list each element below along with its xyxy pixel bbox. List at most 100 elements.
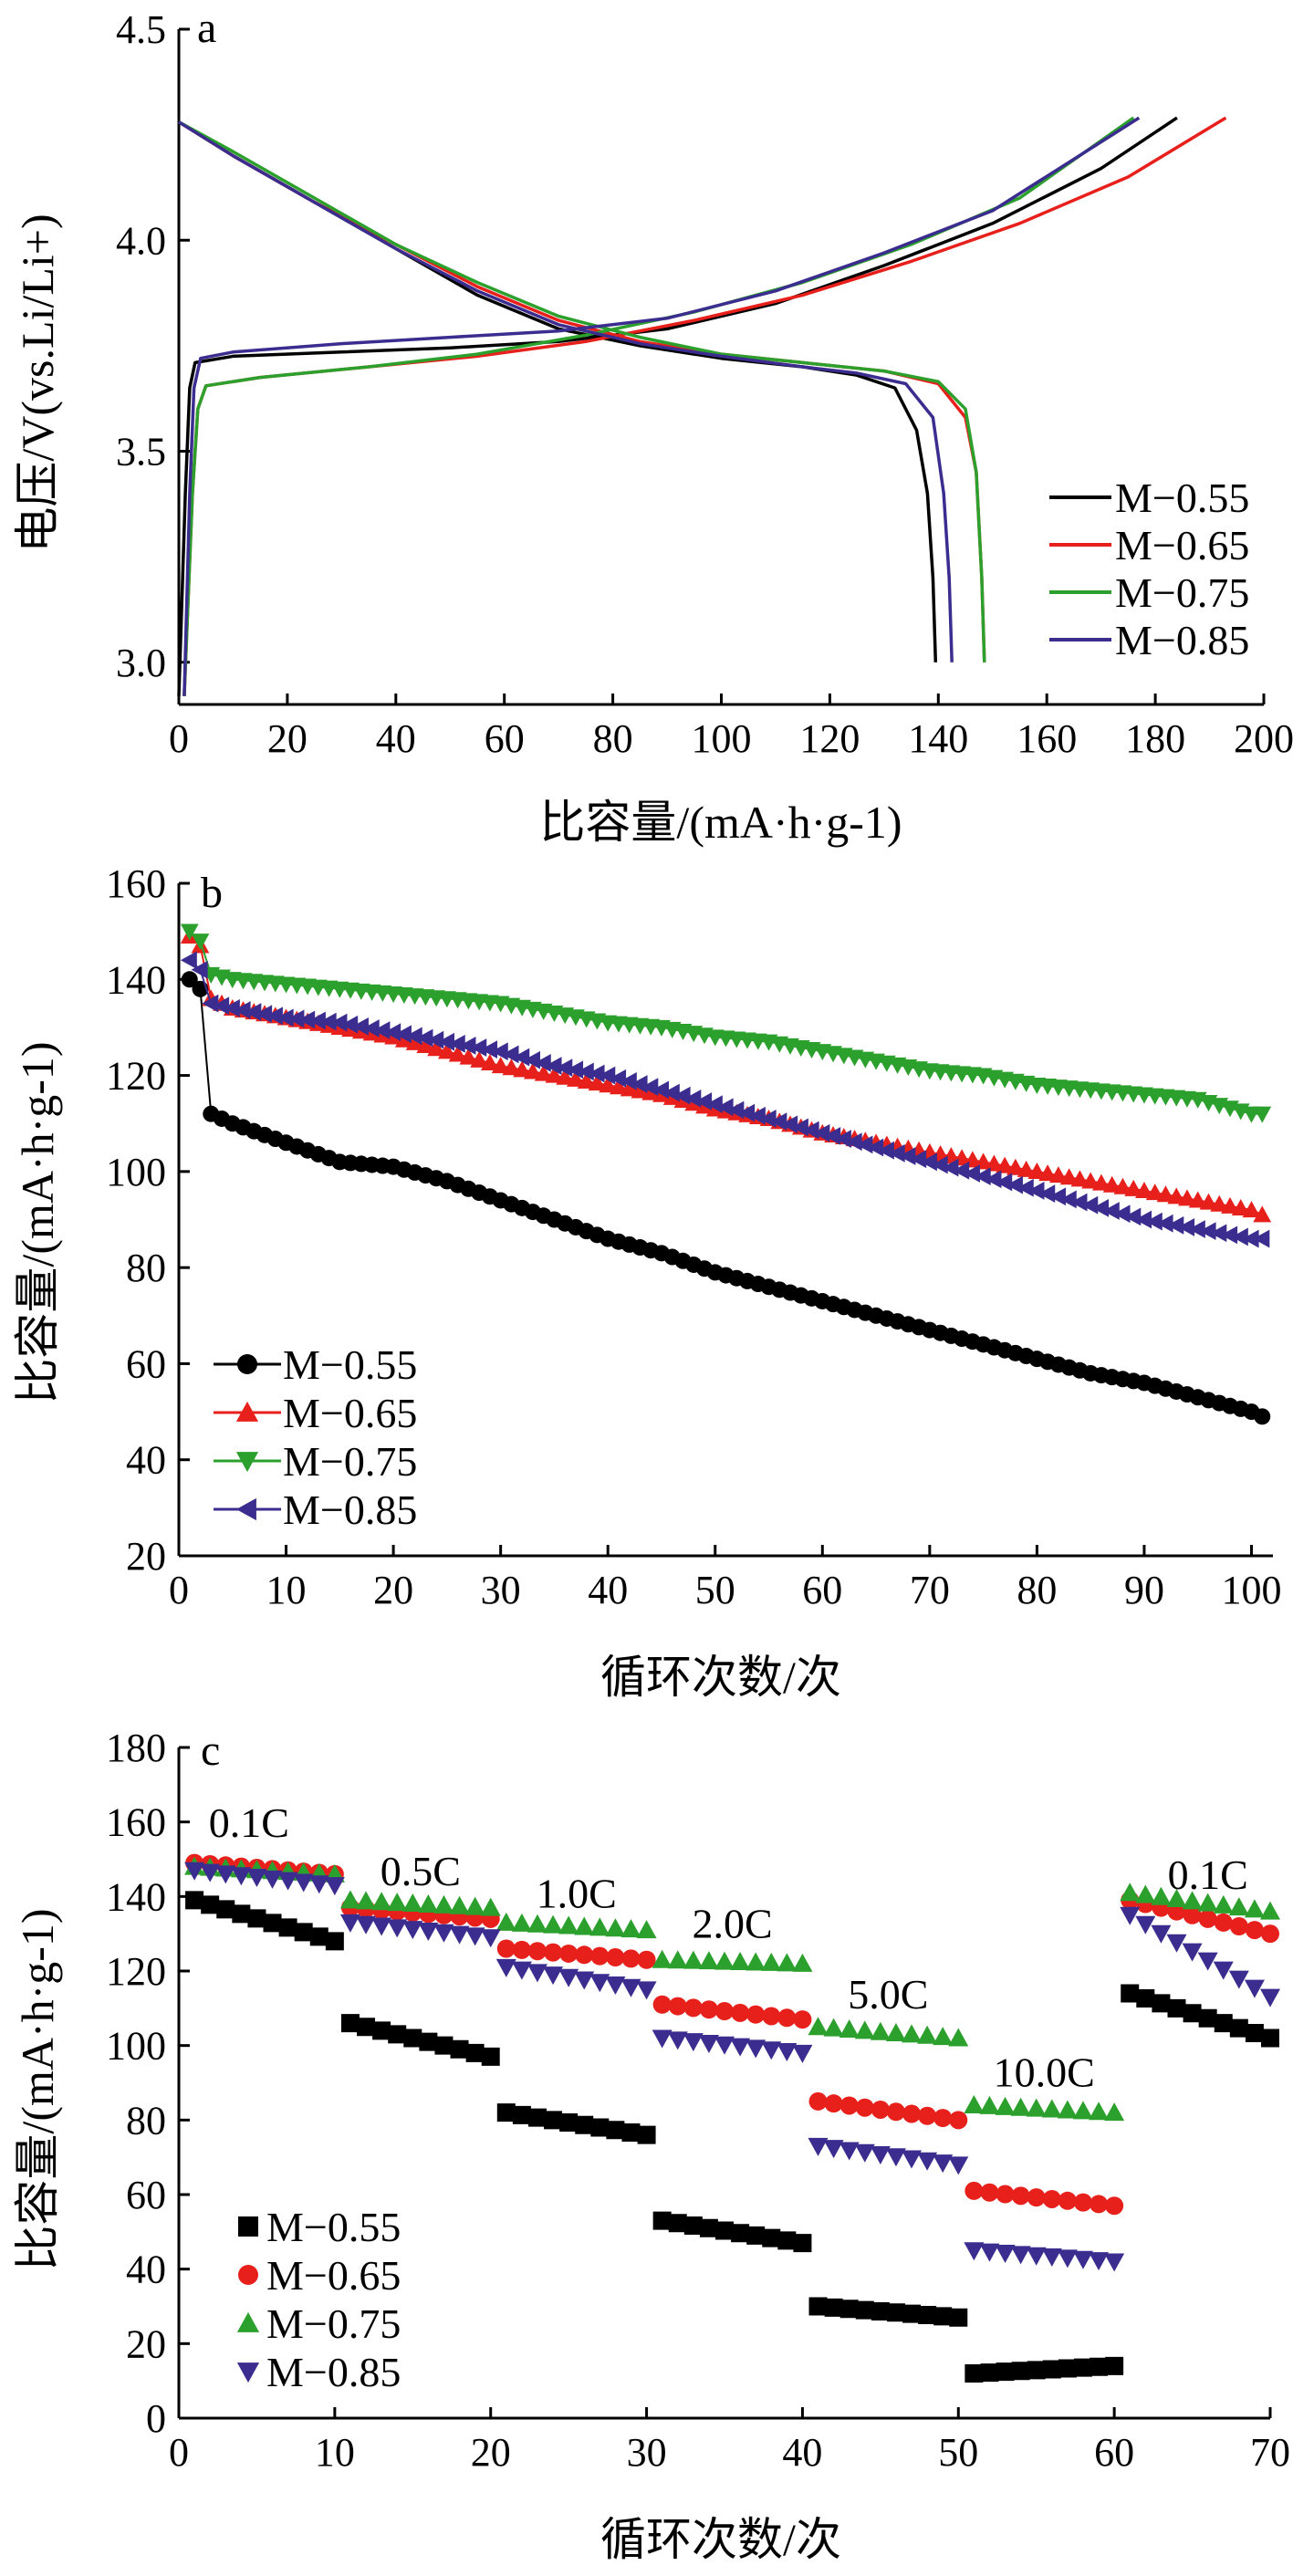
c-y-tick-label: 0 bbox=[146, 2396, 166, 2441]
data-point-m-0-55 bbox=[450, 2039, 469, 2059]
c-x-tick-label: 40 bbox=[782, 2430, 822, 2475]
data-point-m-0-65 bbox=[1231, 1198, 1250, 1215]
data-point-m-0-75 bbox=[191, 933, 210, 951]
data-point-m-0-85 bbox=[599, 1066, 616, 1085]
data-point-m-0-85 bbox=[695, 1092, 713, 1111]
data-point-m-0-65 bbox=[1198, 1909, 1217, 1928]
data-point-m-0-85 bbox=[384, 1023, 401, 1042]
data-point-m-0-85 bbox=[605, 1976, 626, 1995]
data-point-m-0-85 bbox=[200, 1863, 221, 1882]
b-x-tick-label: 10 bbox=[266, 1568, 307, 1612]
panel-a-x-label: 比容量/(mA·h·g-1) bbox=[539, 797, 902, 848]
a-x-tick-label: 200 bbox=[1234, 716, 1293, 761]
data-point-m-0-85 bbox=[1102, 1202, 1120, 1220]
data-point-m-0-85 bbox=[808, 2137, 829, 2156]
data-point-m-0-85 bbox=[824, 1127, 841, 1145]
data-point-m-0-85 bbox=[339, 1914, 360, 1933]
data-point-m-0-65 bbox=[777, 2008, 797, 2028]
c-y-tick-label: 40 bbox=[126, 2247, 166, 2292]
data-point-m-0-85 bbox=[416, 1028, 433, 1048]
c-x-tick-label: 70 bbox=[1250, 2430, 1290, 2475]
b-x-tick-label: 40 bbox=[588, 1568, 628, 1612]
data-point-m-0-75 bbox=[511, 1913, 532, 1932]
legend-label: M−0.65 bbox=[283, 1390, 417, 1436]
data-point-m-0-85 bbox=[716, 1098, 734, 1117]
c-y-tick-label: 180 bbox=[106, 1726, 166, 1770]
data-point-m-0-85 bbox=[781, 1115, 798, 1134]
data-point-m-0-65 bbox=[746, 2005, 766, 2024]
data-point-m-0-85 bbox=[330, 1013, 348, 1032]
data-point-m-0-65 bbox=[513, 1060, 532, 1078]
data-point-m-0-75 bbox=[180, 923, 199, 941]
data-point-m-0-85 bbox=[1135, 1210, 1152, 1229]
data-point-m-0-85 bbox=[513, 1048, 530, 1067]
data-point-m-0-55 bbox=[1152, 1994, 1171, 2013]
data-point-m-0-55 bbox=[544, 2111, 563, 2130]
data-point-m-0-85 bbox=[1081, 1195, 1099, 1215]
panel-c-ticks: 0 10 20 30 40 50 60 70 0 20 40 60 80 100 120 140 160 180 bbox=[106, 1726, 1290, 2475]
data-point-m-0-85 bbox=[1010, 2246, 1031, 2265]
data-point-m-0-85 bbox=[1244, 1979, 1265, 1998]
data-point-m-0-55 bbox=[839, 2300, 859, 2319]
data-point-m-0-65 bbox=[1081, 1172, 1100, 1189]
data-point-m-0-65 bbox=[1073, 2193, 1092, 2212]
data-point-m-0-55 bbox=[808, 2297, 828, 2316]
legend-marker-m-0-85 bbox=[236, 2362, 260, 2383]
data-point-m-0-75 bbox=[1104, 2102, 1125, 2122]
data-point-m-0-85 bbox=[1228, 1970, 1249, 1989]
legend-label: M−0.55 bbox=[266, 2204, 401, 2250]
data-point-m-0-85 bbox=[577, 1062, 594, 1081]
data-point-m-0-85 bbox=[888, 1143, 905, 1163]
data-point-m-0-85 bbox=[394, 1025, 412, 1044]
data-point-m-0-75 bbox=[1244, 1899, 1265, 1918]
data-point-m-0-85 bbox=[1178, 1218, 1195, 1236]
data-point-m-0-55 bbox=[793, 2234, 812, 2253]
data-point-m-0-85 bbox=[574, 1971, 595, 1990]
data-point-m-0-55 bbox=[1011, 2362, 1030, 2381]
data-point-m-0-85 bbox=[738, 1103, 756, 1122]
data-point-m-0-65 bbox=[980, 2183, 999, 2202]
data-point-m-0-85 bbox=[620, 1071, 637, 1090]
data-point-m-0-85 bbox=[673, 1086, 691, 1105]
data-point-m-0-85 bbox=[1166, 1934, 1187, 1953]
data-point-m-0-65 bbox=[480, 1053, 499, 1070]
data-point-m-0-85 bbox=[1167, 1215, 1184, 1235]
data-point-m-0-75 bbox=[948, 2028, 969, 2047]
data-point-m-0-75 bbox=[1072, 2101, 1093, 2120]
data-point-m-0-85 bbox=[319, 1012, 337, 1031]
data-point-m-0-85 bbox=[813, 1123, 830, 1142]
rate-label: 0.5C bbox=[381, 1848, 461, 1894]
data-point-m-0-65 bbox=[985, 1154, 1004, 1172]
data-point-m-0-75 bbox=[371, 1892, 392, 1911]
data-point-m-0-85 bbox=[1124, 1207, 1142, 1226]
data-point-m-0-55 bbox=[590, 2118, 610, 2137]
data-point-m-0-85 bbox=[1242, 1229, 1259, 1248]
data-point-m-0-85 bbox=[870, 2145, 891, 2164]
data-point-m-0-75 bbox=[1166, 1889, 1187, 1908]
data-point-m-0-55 bbox=[996, 2362, 1015, 2382]
data-point-m-0-65 bbox=[1113, 1177, 1132, 1194]
data-point-m-0-65 bbox=[631, 1081, 650, 1099]
data-point-m-0-55 bbox=[247, 1909, 266, 1928]
data-point-m-0-75 bbox=[714, 1951, 735, 1970]
data-point-m-0-75 bbox=[1228, 1897, 1249, 1916]
data-point-m-0-85 bbox=[1059, 1190, 1077, 1209]
data-point-m-0-85 bbox=[1135, 1915, 1156, 1935]
data-point-m-0-75 bbox=[402, 1893, 423, 1913]
data-point-m-0-65 bbox=[491, 1057, 510, 1074]
series-line-m-0-65 bbox=[189, 935, 1263, 1216]
data-point-m-0-85 bbox=[641, 1078, 659, 1097]
data-point-m-0-85 bbox=[791, 1118, 808, 1137]
data-point-m-0-85 bbox=[1120, 1906, 1141, 1925]
rate-label: 1.0C bbox=[537, 1871, 617, 1917]
data-point-m-0-85 bbox=[308, 1875, 329, 1894]
panel-b-cycling-chart: 0 10 20 30 40 50 60 70 80 90 100 20 40 60 80 100 120 140 1… bbox=[12, 861, 1281, 1703]
panel-c-series bbox=[184, 1853, 1280, 2383]
data-point-m-0-75 bbox=[730, 1952, 751, 1971]
data-point-m-0-75 bbox=[854, 2020, 875, 2039]
data-point-m-0-55 bbox=[340, 2014, 360, 2033]
data-point-m-0-75 bbox=[620, 1919, 641, 1938]
data-point-m-0-75 bbox=[433, 1894, 454, 1914]
data-point-m-0-65 bbox=[620, 1079, 639, 1097]
data-point-m-0-65 bbox=[699, 2000, 718, 2019]
